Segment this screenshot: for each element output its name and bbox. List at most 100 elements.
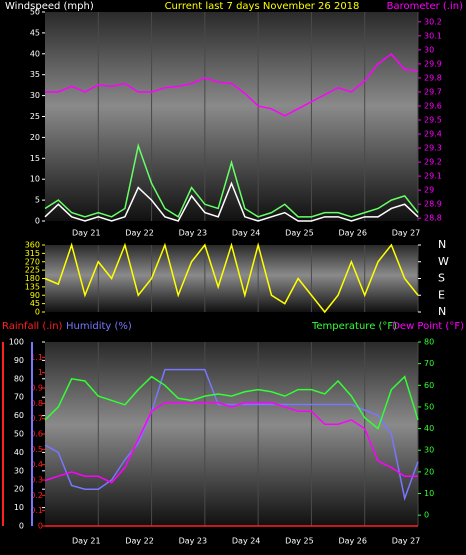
y-tick-label: 1 (38, 368, 43, 377)
y-tick-label: 0 (424, 511, 429, 520)
y-tick-label: S (438, 272, 445, 285)
x-tick-label: Day 27 (392, 537, 421, 546)
chart-title: Current last 7 days November 26 2018 (165, 1, 360, 12)
rain-label: Rainfall (.in) (2, 321, 63, 332)
y-tick-label: 30 (424, 446, 434, 455)
plot-background (45, 12, 418, 221)
y-tick-label: 0 (35, 217, 40, 226)
y-tick-label: 29.4 (424, 130, 442, 139)
series-line (45, 53, 419, 117)
y-tick-label: 15 (30, 154, 40, 163)
y-tick-label: 60 (424, 381, 434, 390)
y-tick-label: 29.9 (424, 59, 442, 68)
temperature-label: Temperature (°F) (311, 321, 397, 332)
y-tick-label: 50 (30, 8, 40, 17)
y-tick-label: 20 (14, 485, 24, 494)
y-tick-label: 50 (424, 402, 434, 411)
y-tick-label: 29.1 (424, 172, 442, 181)
y-tick-label: 10 (424, 489, 434, 498)
plots: Day 21 Day 22 Day 23 Day 24 Day 25 Day 26 Day … (9, 8, 449, 546)
y-tick-label: 180 (25, 274, 40, 283)
y-tick-label: 360 (25, 241, 40, 250)
x-tick-label: Day 27 (392, 229, 421, 238)
y-tick-label: 30.2 (424, 17, 442, 26)
y-tick-label: N (438, 305, 446, 318)
series-line (44, 375, 419, 430)
y-tick-label: 70 (424, 359, 434, 368)
y-tick-label: 10 (14, 503, 24, 512)
series-line (44, 242, 419, 314)
y-tick-label: W (438, 255, 449, 268)
y-tick-label: 30 (424, 45, 434, 54)
x-tick-label: Day 21 (72, 537, 101, 546)
x-tick-label: Day 22 (125, 229, 154, 238)
y-tick-label: 0.5 (30, 445, 43, 454)
x-tick-label: Day 25 (285, 229, 314, 238)
series-line (44, 368, 419, 502)
y-tick-label: 0.7 (30, 414, 43, 423)
y-tick-label: 45 (30, 28, 40, 37)
y-tick-label: 30 (14, 466, 24, 475)
y-tick-label: 270 (25, 257, 40, 266)
y-tick-label: 100 (9, 338, 24, 347)
x-tick-label: Day 26 (338, 229, 367, 238)
wind-axis-label: Windspeed (mph) (5, 1, 94, 12)
x-tick-label: Day 24 (232, 229, 261, 238)
y-tick-label: 0.4 (30, 460, 43, 469)
x-tick-label: Day 24 (232, 537, 261, 546)
x-tick-label: Day 22 (125, 537, 154, 546)
y-tick-label: 10 (30, 175, 40, 184)
y-tick-label: 315 (25, 249, 40, 258)
plot-background (45, 342, 418, 526)
y-tick-label: N (438, 238, 446, 251)
y-tick-label: 30 (30, 91, 40, 100)
y-tick-label: 0.6 (30, 430, 43, 439)
y-tick-label: 5 (35, 196, 40, 205)
series-line (44, 181, 419, 222)
y-tick-label: 29.5 (424, 116, 442, 125)
y-tick-label: 135 (25, 282, 40, 291)
x-tick-label: Day 21 (72, 229, 101, 238)
y-tick-label: 29.8 (424, 73, 442, 82)
y-tick-label: 50 (14, 430, 24, 439)
y-tick-label: 0 (19, 522, 24, 531)
x-tick-label: Day 26 (338, 537, 367, 546)
y-tick-label: 1.1 (30, 353, 43, 362)
y-tick-label: 90 (14, 356, 24, 365)
y-tick-label: E (438, 288, 445, 301)
y-tick-label: 0.1 (30, 506, 43, 515)
plot-background (45, 245, 418, 312)
y-tick-label: 30.1 (424, 31, 442, 40)
y-tick-label: 40 (424, 424, 434, 433)
y-tick-label: 29.2 (424, 158, 442, 167)
y-tick-label: 28.9 (424, 200, 442, 209)
series-line (44, 143, 419, 218)
y-tick-label: 0 (38, 522, 43, 531)
y-tick-label: 45 (30, 299, 40, 308)
barometer-label: Barometer (.in) (387, 1, 463, 12)
y-tick-label: 0.9 (30, 384, 43, 393)
y-tick-label: 20 (30, 133, 40, 142)
y-tick-label: 28.8 (424, 214, 442, 223)
y-tick-label: 90 (30, 291, 40, 300)
y-tick-label: 29.7 (424, 87, 442, 96)
y-tick-label: 40 (30, 49, 40, 58)
y-tick-label: 0.8 (30, 399, 43, 408)
x-tick-label: Day 23 (179, 537, 208, 546)
y-tick-label: 80 (424, 338, 434, 347)
x-tick-label: Day 25 (285, 537, 314, 546)
series-line (44, 401, 418, 484)
y-tick-label: 60 (14, 411, 24, 420)
humidity-label: Humidity (%) (66, 321, 132, 332)
y-tick-label: 0.3 (30, 476, 43, 485)
y-tick-label: 70 (14, 393, 24, 402)
y-tick-label: 29.3 (424, 144, 442, 153)
y-tick-label: 0 (35, 308, 40, 317)
y-tick-label: 0.2 (30, 491, 43, 500)
y-tick-label: 35 (30, 70, 40, 79)
y-tick-label: 20 (424, 467, 434, 476)
y-tick-label: 40 (14, 448, 24, 457)
y-tick-label: 80 (14, 374, 24, 383)
y-tick-label: 29.6 (424, 101, 442, 110)
y-tick-label: 25 (30, 112, 40, 121)
